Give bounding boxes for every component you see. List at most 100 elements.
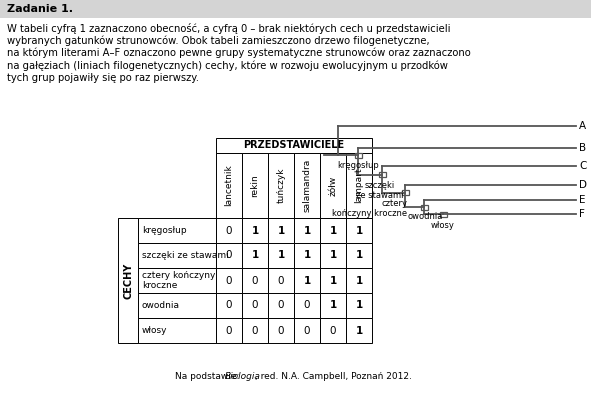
Text: 1: 1: [355, 225, 363, 236]
Bar: [216, 243, 242, 268]
Bar: [401, 190, 408, 195]
Bar: [216, 318, 242, 343]
Text: 1: 1: [355, 326, 363, 335]
Text: F: F: [579, 209, 585, 219]
Text: Na podstawie:: Na podstawie:: [175, 372, 242, 381]
Text: szczęki
ze stawami: szczęki ze stawami: [356, 181, 404, 200]
Text: salamandra: salamandra: [303, 159, 311, 212]
Text: tuńczyk: tuńczyk: [277, 168, 285, 203]
Bar: [294, 243, 320, 268]
Bar: [346, 268, 372, 293]
Text: owodnia: owodnia: [407, 212, 443, 221]
Text: 0: 0: [330, 326, 336, 335]
Text: 0: 0: [278, 276, 284, 286]
Bar: [216, 293, 242, 318]
Bar: [346, 218, 372, 243]
Text: cztery
kończyny kroczne: cztery kończyny kroczne: [332, 198, 407, 218]
Bar: [216, 218, 242, 243]
Text: 1: 1: [277, 251, 285, 261]
Bar: [138, 318, 216, 343]
Text: 0: 0: [252, 301, 258, 310]
Text: lampart: lampart: [355, 168, 363, 203]
Text: 1: 1: [303, 251, 311, 261]
Bar: [268, 153, 294, 218]
Bar: [242, 293, 268, 318]
Bar: [242, 243, 268, 268]
Text: 1: 1: [303, 276, 311, 286]
Text: wybranych gatunków strunowców. Obok tabeli zamieszczono drzewo filogenetyczne,: wybranych gatunków strunowców. Obok tabe…: [7, 36, 430, 46]
Text: 1: 1: [251, 225, 259, 236]
Text: D: D: [579, 180, 587, 190]
Bar: [346, 293, 372, 318]
Bar: [216, 268, 242, 293]
Bar: [346, 153, 372, 218]
Text: 1: 1: [355, 276, 363, 286]
Bar: [242, 218, 268, 243]
Text: lancetnik: lancetnik: [225, 165, 233, 206]
Text: PRZEDSTAWICIELE: PRZEDSTAWICIELE: [243, 141, 345, 150]
Text: 1: 1: [251, 251, 259, 261]
Text: kręgosłup: kręgosłup: [142, 226, 187, 235]
Bar: [294, 153, 320, 218]
Text: rekin: rekin: [251, 174, 259, 197]
Bar: [118, 218, 138, 343]
Bar: [0, 0, 591, 18]
Text: 0: 0: [304, 301, 310, 310]
Text: C: C: [579, 161, 586, 171]
Bar: [242, 153, 268, 218]
Text: 1: 1: [329, 301, 337, 310]
Bar: [268, 293, 294, 318]
Text: na gałęziach (liniach filogenetycznych) cechy, które w rozwoju ewolucyjnym u prz: na gałęziach (liniach filogenetycznych) …: [7, 61, 448, 71]
Bar: [216, 138, 372, 153]
Bar: [320, 218, 346, 243]
Text: 1: 1: [303, 225, 311, 236]
Bar: [138, 268, 216, 293]
Text: W tabeli cyfrą 1 zaznaczono obecność, a cyfrą 0 – brak niektórych cech u przedst: W tabeli cyfrą 1 zaznaczono obecność, a …: [7, 23, 450, 34]
Text: tych grup pojawiły się po raz pierwszy.: tych grup pojawiły się po raz pierwszy.: [7, 73, 199, 83]
Bar: [355, 152, 362, 158]
Bar: [320, 293, 346, 318]
Bar: [320, 243, 346, 268]
Text: 1: 1: [329, 276, 337, 286]
Text: , red. N.A. Campbell, Poznań 2012.: , red. N.A. Campbell, Poznań 2012.: [255, 372, 412, 381]
Bar: [242, 318, 268, 343]
Text: włosy: włosy: [431, 221, 455, 230]
Text: 1: 1: [277, 225, 285, 236]
Bar: [268, 243, 294, 268]
Text: 1: 1: [355, 251, 363, 261]
Text: B: B: [579, 143, 586, 153]
Text: 1: 1: [329, 251, 337, 261]
Bar: [268, 218, 294, 243]
Bar: [294, 318, 320, 343]
Text: E: E: [579, 195, 586, 205]
Text: owodnia: owodnia: [142, 301, 180, 310]
Bar: [216, 153, 242, 218]
Text: 1: 1: [329, 225, 337, 236]
Bar: [242, 268, 268, 293]
Bar: [138, 293, 216, 318]
Bar: [421, 204, 427, 209]
Text: 0: 0: [278, 326, 284, 335]
Bar: [268, 268, 294, 293]
Bar: [294, 268, 320, 293]
Bar: [294, 218, 320, 243]
Text: 0: 0: [226, 301, 232, 310]
Text: cztery kończyny
kroczne: cztery kończyny kroczne: [142, 271, 215, 290]
Bar: [320, 153, 346, 218]
Text: szczęki ze stawami: szczęki ze stawami: [142, 251, 229, 260]
Bar: [378, 172, 385, 177]
Bar: [294, 293, 320, 318]
Text: 0: 0: [252, 276, 258, 286]
Bar: [320, 318, 346, 343]
Text: na którym literami A–F oznaczono pewne grupy systematyczne strunowców oraz zazna: na którym literami A–F oznaczono pewne g…: [7, 48, 471, 59]
Text: 0: 0: [226, 326, 232, 335]
Bar: [268, 318, 294, 343]
Text: żółw: żółw: [329, 175, 337, 196]
Text: 0: 0: [226, 225, 232, 236]
Text: 0: 0: [252, 326, 258, 335]
Text: 0: 0: [226, 251, 232, 261]
Bar: [346, 243, 372, 268]
Text: 1: 1: [355, 301, 363, 310]
Bar: [440, 211, 446, 217]
Bar: [346, 318, 372, 343]
